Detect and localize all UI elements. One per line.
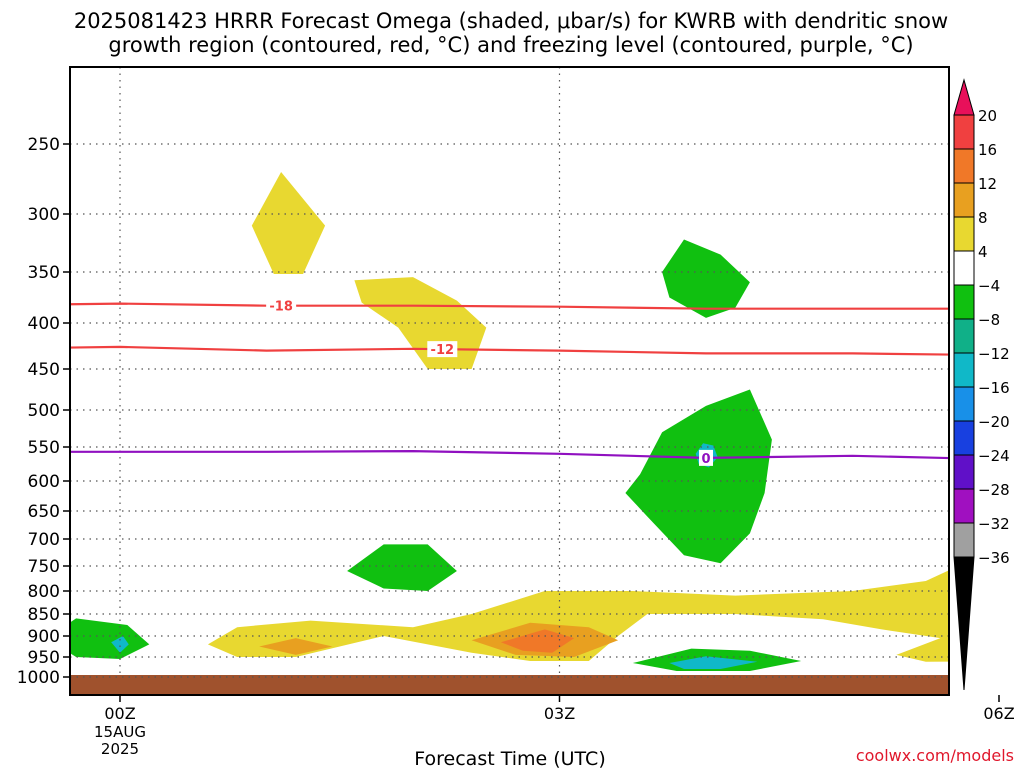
y-tick-label: 900	[28, 627, 60, 647]
colorbar-label: −4	[978, 277, 1000, 295]
omega-shaded-region	[662, 239, 750, 318]
y-tick-label: 650	[28, 502, 60, 522]
colorbar-label: −12	[978, 345, 1010, 363]
y-tick-label: 500	[28, 401, 60, 421]
y-tick-label: 550	[28, 438, 60, 458]
colorbar-label: −36	[978, 549, 1010, 567]
x-axis-label: Forecast Time (UTC)	[414, 748, 605, 768]
y-tick-label: 700	[28, 530, 60, 550]
y-tick-label: 750	[28, 557, 60, 577]
y-tick-label: 950	[28, 648, 60, 668]
colorbar-label: −24	[978, 447, 1010, 465]
y-tick-label: 400	[28, 314, 60, 334]
y-tick-label: 450	[28, 360, 60, 380]
colorbar-segment	[953, 216, 975, 252]
x-tick-label: 00Z	[104, 704, 135, 723]
credit-text: coolwx.com/models	[856, 746, 1014, 765]
colorbar-segment	[953, 522, 975, 558]
omega-shaded-region	[625, 389, 772, 564]
colorbar-segment	[953, 114, 975, 150]
colorbar-label: −32	[978, 515, 1010, 533]
omega-shaded-region	[259, 638, 333, 655]
colorbar: 20 16 12 8 4 −4 −8 −12 −16 −20 −24 −28 −32 −36	[953, 78, 1010, 691]
colorbar-label: 16	[978, 141, 997, 159]
omega-shaded-region	[669, 656, 758, 669]
contour-label-bg	[266, 297, 297, 314]
chart-title-line2: growth region (contoured, red, °C) and f…	[108, 33, 913, 57]
y-axis: 2503003504004505005506006507007508008509…	[17, 135, 70, 688]
y-tick-label: 600	[28, 472, 60, 492]
y-tick-label: 1000	[17, 668, 60, 688]
omega-shaded-region	[500, 629, 575, 653]
x-axis: 00Z03Z06Z09Z12Z15Z15AUG2025	[94, 695, 1015, 758]
chart-title-line1: 2025081423 HRRR Forecast Omega (shaded, …	[74, 9, 948, 33]
omega-shaded-region	[111, 636, 129, 653]
colorbar-label: 12	[978, 175, 997, 193]
y-tick-label: 800	[28, 582, 60, 602]
colorbar-label: 4	[978, 243, 988, 261]
contour-label: -12	[431, 343, 455, 358]
y-tick-label: 350	[28, 263, 60, 283]
omega-shaded-region	[347, 544, 457, 591]
colorbar-segment	[953, 318, 975, 354]
colorbar-segment	[953, 148, 975, 184]
colorbar-bottom-arrow	[953, 556, 975, 691]
colorbar-segment	[953, 454, 975, 490]
plot-frame	[69, 66, 950, 696]
colorbar-label: −16	[978, 379, 1010, 397]
y-tick-label: 300	[28, 205, 60, 225]
colorbar-top-arrow	[953, 78, 975, 116]
colorbar-label: 8	[978, 209, 988, 227]
contour-label: 0	[701, 452, 710, 467]
omega-shaded-region	[251, 172, 326, 274]
omega-shaded-region	[207, 570, 949, 662]
contour-line	[70, 302, 949, 310]
colorbar-segment	[953, 284, 975, 320]
colorbar-segment	[953, 386, 975, 422]
x-tick-label: 06Z	[983, 704, 1014, 723]
x-date-label: 2025	[101, 740, 139, 758]
y-tick-label: 250	[28, 135, 60, 155]
y-tick-label: 850	[28, 605, 60, 625]
contour-label: -18	[269, 300, 293, 315]
colorbar-segment	[953, 182, 975, 218]
colorbar-segment	[953, 250, 975, 286]
colorbar-segment	[953, 488, 975, 524]
colorbar-segment	[953, 420, 975, 456]
x-tick-label: 03Z	[544, 704, 575, 723]
colorbar-label: 20	[978, 107, 997, 125]
contour-line	[70, 345, 949, 356]
ground-strip	[70, 675, 949, 695]
colorbar-label: −8	[978, 311, 1000, 329]
colorbar-label: −20	[978, 413, 1010, 431]
contour-label-bg	[427, 341, 458, 358]
contour-label-bg	[699, 449, 713, 466]
contour-line	[70, 449, 949, 460]
colorbar-label: −28	[978, 481, 1010, 499]
omega-shaded-region	[70, 618, 150, 659]
colorbar-segment	[953, 352, 975, 388]
x-date-label: 15AUG	[94, 723, 146, 741]
